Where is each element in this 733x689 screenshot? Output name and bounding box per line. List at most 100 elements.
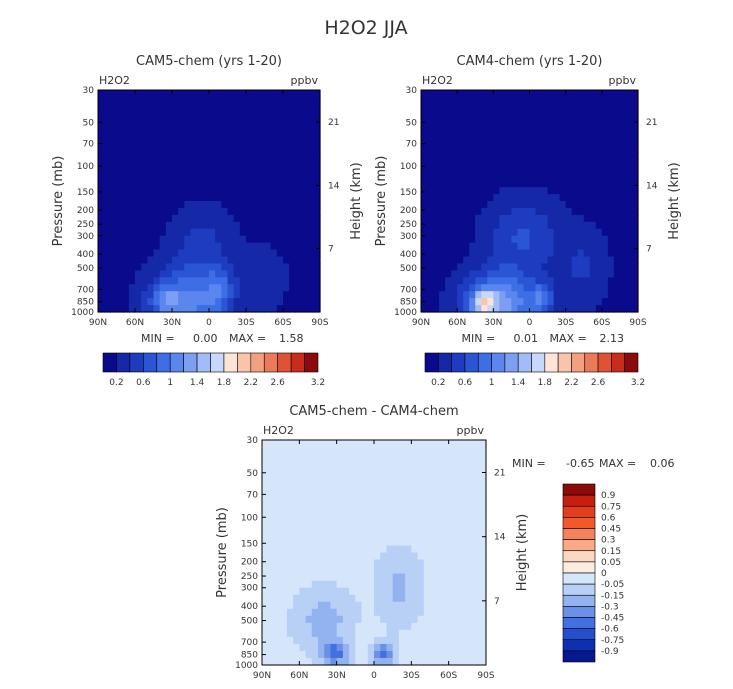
contour-cell	[583, 235, 591, 244]
contour-cell	[258, 194, 266, 202]
contour-cell	[411, 657, 419, 666]
contour-cell	[289, 284, 296, 292]
contour-cell	[433, 221, 440, 230]
contour-cell	[215, 90, 222, 98]
contour-cell	[505, 145, 513, 154]
contour-cell	[313, 90, 321, 98]
contour-cell	[159, 207, 167, 216]
contour-cell	[318, 517, 325, 525]
contour-cell	[436, 461, 444, 469]
contour-cell	[380, 440, 388, 448]
colorbar-swatch	[557, 352, 572, 373]
contour-cell	[411, 545, 419, 554]
contour-cell	[141, 298, 148, 306]
contour-cell	[274, 461, 282, 469]
contour-cell	[583, 277, 591, 285]
contour-cell	[487, 221, 494, 230]
contour-cell	[417, 615, 425, 624]
contour-cell	[607, 194, 615, 202]
contour-cell	[246, 242, 253, 251]
contour-cell	[392, 601, 400, 610]
contour-cell	[196, 103, 204, 112]
contour-cell	[607, 298, 615, 306]
y-tick-label: 250	[400, 220, 417, 230]
contour-cell	[318, 489, 325, 497]
contour-cell	[613, 242, 621, 251]
contour-cell	[487, 166, 494, 174]
contour-cell	[330, 461, 338, 469]
contour-cell	[481, 207, 488, 216]
contour-cell	[595, 103, 603, 112]
contour-cell	[268, 587, 276, 596]
contour-cell	[517, 221, 525, 230]
contour-cell	[268, 650, 276, 659]
contour-cell	[159, 256, 167, 265]
contour-cell	[619, 228, 627, 237]
contour-cell	[98, 131, 105, 140]
contour-cell	[336, 622, 344, 631]
contour-cell	[595, 305, 603, 313]
contour-cell	[392, 517, 400, 525]
contour-cell	[190, 96, 198, 105]
contour-cell	[286, 503, 294, 511]
contour-cell	[307, 124, 315, 133]
contour-cell	[227, 131, 235, 140]
contour-cell	[577, 96, 585, 105]
contour-cell	[128, 249, 136, 258]
contour-cell	[286, 531, 294, 540]
contour-cell	[405, 503, 412, 511]
contour-cell	[289, 173, 296, 181]
contour-cell	[499, 187, 506, 195]
contour-cell	[184, 117, 192, 126]
contour-cell	[454, 538, 462, 547]
contour-cell	[374, 531, 381, 540]
contour-cell	[479, 503, 487, 511]
contour-cell	[445, 124, 452, 133]
contour-cell	[227, 277, 235, 285]
contour-cell	[631, 103, 639, 112]
contour-cell	[153, 277, 161, 285]
contour-cell	[299, 594, 307, 603]
contour-cell	[479, 608, 487, 617]
contour-cell	[473, 461, 481, 469]
contour-cell	[336, 489, 344, 497]
contour-cell	[252, 242, 259, 251]
contour-cell	[280, 545, 288, 554]
colorbar-swatch	[562, 528, 596, 540]
contour-cell	[417, 559, 425, 568]
contour-cell	[423, 657, 431, 666]
contour-cell	[313, 131, 321, 140]
contour-cell	[583, 103, 591, 112]
contour-cell	[619, 298, 627, 306]
contour-cell	[433, 166, 440, 174]
contour-cell	[311, 496, 319, 504]
contour-cell	[318, 573, 325, 582]
contour-cell	[233, 221, 241, 230]
contour-cell	[529, 270, 537, 278]
contour-cell	[280, 510, 288, 518]
contour-cell	[299, 531, 307, 540]
contour-cell	[469, 110, 476, 119]
contour-cell	[274, 475, 282, 483]
contour-cell	[454, 447, 462, 455]
contour-cell	[305, 496, 313, 504]
contour-cell	[367, 622, 375, 631]
contour-cell	[178, 235, 185, 244]
contour-cell	[405, 636, 412, 645]
contour-cell	[613, 270, 621, 278]
contour-cell	[601, 152, 609, 160]
contour-cell	[283, 305, 290, 313]
contour-cell	[276, 90, 284, 98]
contour-cell	[147, 180, 155, 188]
contour-cell	[299, 622, 307, 631]
contour-cell	[613, 90, 621, 98]
contour-cell	[104, 159, 111, 167]
contour-cell	[493, 124, 500, 133]
contour-cell	[417, 650, 425, 659]
contour-cell	[398, 643, 406, 652]
contour-cell	[293, 482, 300, 490]
contour-cell	[262, 482, 269, 490]
contour-cell	[577, 117, 585, 126]
contour-cell	[445, 90, 452, 98]
contour-cell	[448, 496, 456, 504]
